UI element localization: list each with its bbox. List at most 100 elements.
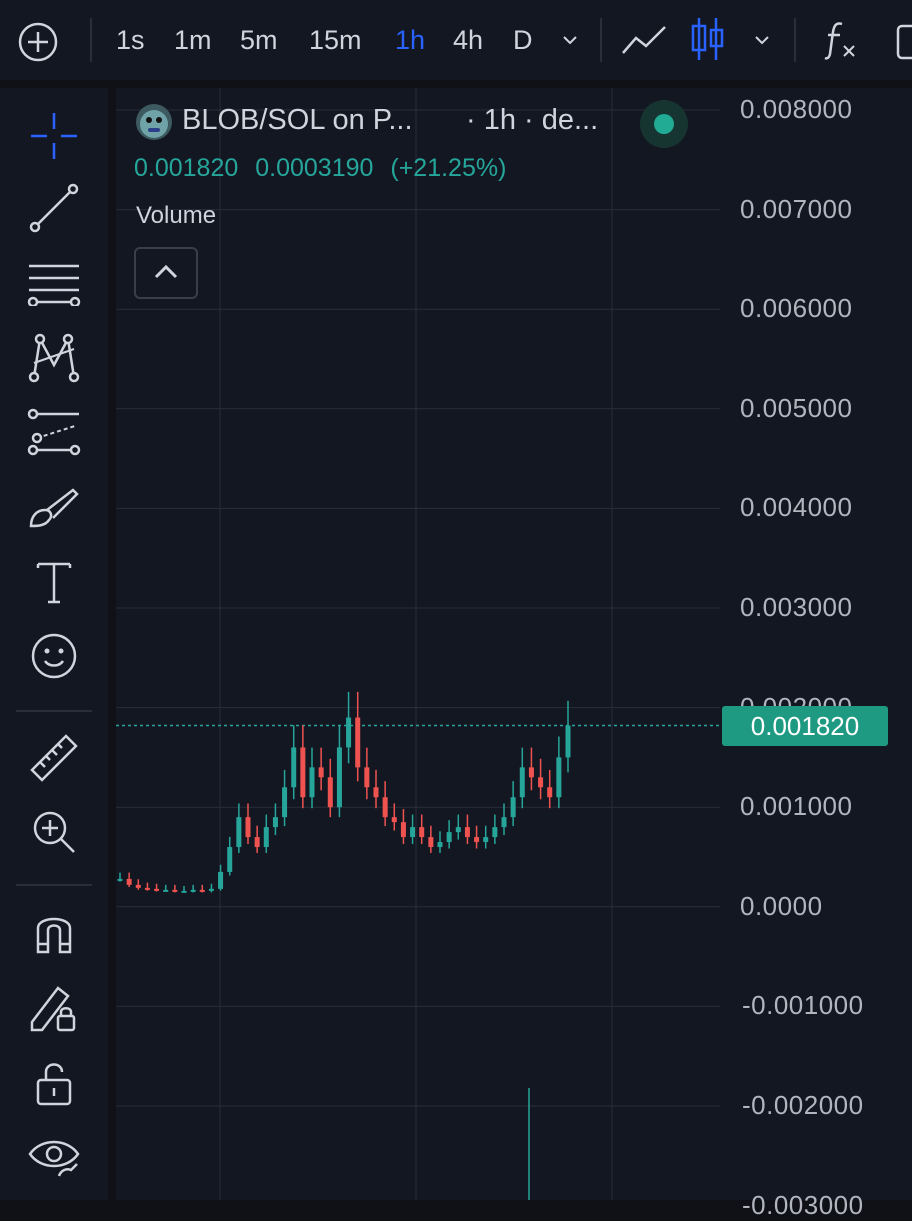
chart-type-chevron-down-icon[interactable] xyxy=(752,30,772,55)
candle-body xyxy=(346,717,352,748)
candle-body xyxy=(474,837,480,843)
candle-body xyxy=(391,817,397,823)
candle-body xyxy=(419,827,425,838)
candle-body xyxy=(291,747,297,788)
price-chart[interactable] xyxy=(116,88,912,1200)
candle-body xyxy=(282,787,288,818)
candle-body xyxy=(227,847,233,872)
price-axis-label: 0.008000 xyxy=(740,94,853,124)
pattern-tool-button[interactable] xyxy=(22,330,86,390)
line-chart-icon[interactable] xyxy=(620,20,668,65)
zoom-in-tool-button[interactable] xyxy=(22,804,86,864)
collapse-legend-button[interactable] xyxy=(134,247,198,299)
candle-body xyxy=(483,837,489,843)
emoji-tool-button[interactable] xyxy=(22,628,86,688)
candle-body xyxy=(254,837,260,848)
candle-body xyxy=(126,878,132,885)
candle-body xyxy=(163,889,169,892)
candlestick-chart-icon[interactable] xyxy=(690,16,726,67)
price-axis-label: 0.003000 xyxy=(740,592,853,622)
candle-body xyxy=(272,817,278,828)
crosshair-tool-button[interactable] xyxy=(22,108,86,168)
top-toolbar: 1s 1m 5m 15m 1h 4h D xyxy=(0,0,912,80)
indicators-fx-icon[interactable] xyxy=(822,18,862,67)
volume-indicator-label[interactable]: Volume xyxy=(136,202,217,229)
candle-body xyxy=(373,787,379,798)
timeframe-5m[interactable]: 5m xyxy=(240,25,278,55)
price-axis-label: 0.006000 xyxy=(740,293,853,324)
token-avatar xyxy=(136,104,172,140)
sidebar-divider xyxy=(16,884,92,886)
symbol-title[interactable]: BLOB/SOL on P... xyxy=(182,104,413,136)
candle-body xyxy=(437,842,443,848)
candle-body xyxy=(565,725,571,758)
current-price-tag: 0.001820 xyxy=(722,706,888,746)
price-axis-label: 0.001000 xyxy=(740,791,853,822)
price-axis-label: 0.005000 xyxy=(740,392,853,423)
candle-body xyxy=(154,888,160,891)
add-symbol-icon[interactable] xyxy=(18,22,58,67)
prediction-tool-button[interactable] xyxy=(22,404,86,464)
ruler-icon xyxy=(28,732,80,789)
brush-icon xyxy=(27,486,81,535)
candle-body xyxy=(336,747,342,808)
timeframe-d[interactable]: D xyxy=(513,25,533,55)
unlock-icon xyxy=(34,1060,74,1113)
timeframe-1h[interactable]: 1h xyxy=(395,25,426,55)
candle-body xyxy=(446,832,452,843)
candle-body xyxy=(464,827,470,838)
candle-body xyxy=(528,767,534,778)
timeframe-chevron-down-icon[interactable] xyxy=(560,30,580,55)
candle-body xyxy=(364,767,370,788)
legend-values: 0.001820 0.0003190 (+21.25%) xyxy=(134,154,516,183)
price-axis-label: -0.001000 xyxy=(742,990,864,1021)
candle-body xyxy=(428,837,434,848)
magnet-mode-button[interactable] xyxy=(22,904,86,964)
legend-change-pct: (+21.25%) xyxy=(390,154,507,182)
more-toolbar-icon[interactable] xyxy=(896,22,912,67)
candle-body xyxy=(400,822,406,838)
magnet-icon xyxy=(32,908,76,961)
brush-tool-button[interactable] xyxy=(22,480,86,540)
fib-retracement-tool-button[interactable] xyxy=(22,256,86,316)
timeframe-4h[interactable]: 4h xyxy=(453,25,484,55)
text-tool-button[interactable] xyxy=(22,554,86,614)
lock-drawing-button[interactable] xyxy=(22,980,86,1040)
emoji-icon xyxy=(30,632,78,685)
candle-body xyxy=(199,889,205,892)
candle-body xyxy=(492,827,498,838)
candle-body xyxy=(547,787,553,798)
candle-body xyxy=(510,797,516,818)
measure-tool-button[interactable] xyxy=(22,730,86,790)
candle-body xyxy=(309,767,315,798)
timeframe-1m[interactable]: 1m xyxy=(174,25,212,55)
lock-drawing-icon xyxy=(28,982,80,1039)
sidebar-divider xyxy=(16,710,92,712)
hide-drawings-button[interactable] xyxy=(22,1128,86,1188)
candle-body xyxy=(410,827,416,838)
timeframe-1s[interactable]: 1s xyxy=(116,25,145,55)
zoom-in-icon xyxy=(30,808,78,861)
prediction-icon xyxy=(27,408,81,461)
price-axis-label: -0.002000 xyxy=(742,1090,864,1120)
toolbar-separator xyxy=(90,18,92,62)
lock-all-button[interactable] xyxy=(22,1056,86,1116)
candle-body xyxy=(135,884,141,888)
candle-body xyxy=(144,887,150,890)
candle-body xyxy=(455,827,461,833)
candle-body xyxy=(382,797,388,818)
price-axis-label: -0.003000 xyxy=(742,1189,864,1220)
candle-body xyxy=(501,817,507,828)
status-dot-icon xyxy=(654,114,674,134)
chart-pane[interactable] xyxy=(116,88,912,1200)
candle-body xyxy=(181,890,187,893)
candle-body xyxy=(327,777,333,808)
timeframe-15m[interactable]: 15m xyxy=(309,25,362,55)
trend-line-icon xyxy=(29,183,79,238)
price-axis-label: 0.007000 xyxy=(740,193,853,224)
trend-line-tool-button[interactable] xyxy=(22,180,86,240)
toolbar-separator xyxy=(600,18,602,62)
market-status-indicator[interactable] xyxy=(640,100,688,148)
candle-body xyxy=(172,889,178,892)
candle-body xyxy=(556,757,562,798)
